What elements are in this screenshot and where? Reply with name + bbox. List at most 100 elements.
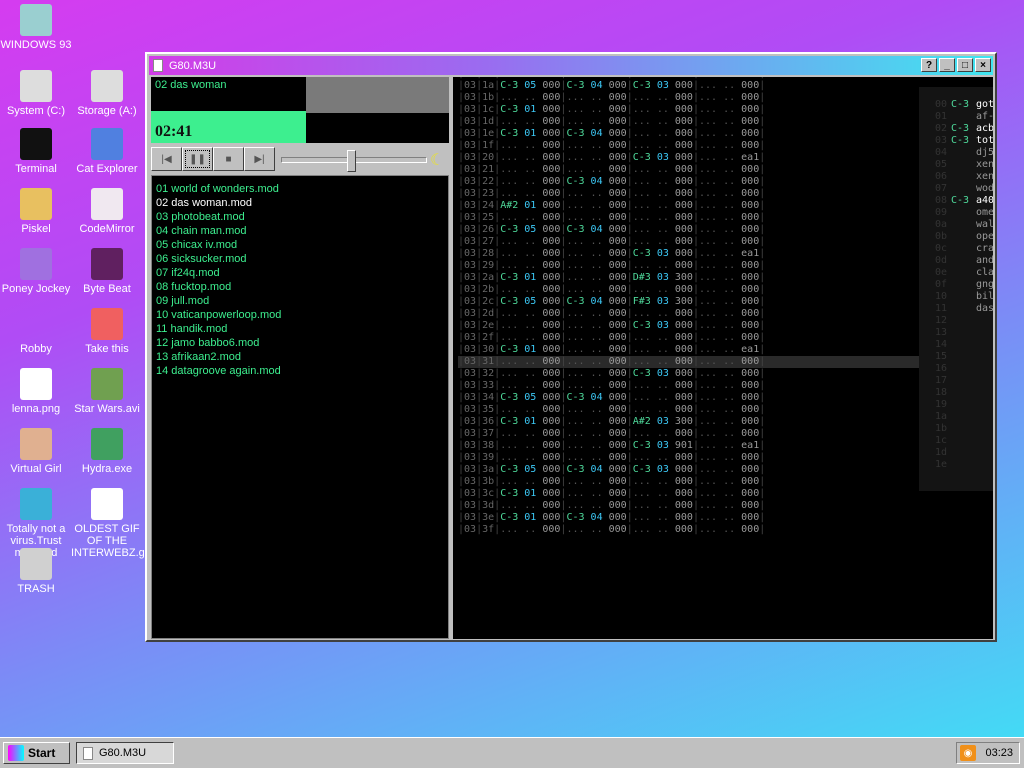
pattern-row[interactable]: |03|39|... .. 000|... .. 000|... .. 000|… — [458, 452, 766, 463]
desktop-icon[interactable]: Cat Explorer — [71, 128, 143, 175]
pattern-row[interactable]: |03|3b|... .. 000|... .. 000|... .. 000|… — [458, 476, 766, 487]
desktop-icon[interactable]: Robby — [0, 308, 72, 355]
instrument-row[interactable]: 00C-3goto80 windows93 2017. — [919, 99, 993, 111]
previous-button[interactable]: |◀ — [151, 147, 182, 171]
pattern-row[interactable]: |03|21|... .. 000|... .. 000|... .. 000|… — [458, 164, 766, 175]
waveform-display[interactable]: 02 das woman 02:41 — [151, 77, 449, 143]
maximize-button[interactable]: □ — [957, 58, 973, 72]
instrument-row[interactable]: 1d. — [919, 447, 993, 459]
start-button[interactable]: Start — [3, 742, 70, 764]
pattern-row[interactable]: |03|32|... .. 000|... .. 000|C-3 03 000|… — [458, 368, 766, 379]
pattern-row[interactable]: |03|24|A#2 01 000|... .. 000|... .. 000|… — [458, 200, 766, 211]
desktop-icon[interactable]: lenna.png — [0, 368, 72, 415]
taskbar-task-g80[interactable]: G80.M3U — [76, 742, 174, 764]
playlist-item[interactable]: 13 afrikaan2.mod — [156, 351, 241, 363]
desktop-icon[interactable]: Byte Beat — [71, 248, 143, 295]
playlist-item[interactable]: 12 jamo babbo6.mod — [156, 337, 260, 349]
playlist-item[interactable]: 10 vaticanpowerloop.mod — [156, 309, 282, 321]
instrument-row[interactable]: 18. — [919, 387, 993, 399]
pattern-row[interactable]: |03|19|... .. 000|... .. 000|... .. 000|… — [458, 77, 993, 80]
pattern-row[interactable]: |03|3e|C-3 01 000|C-3 04 000|... .. 000|… — [458, 512, 766, 523]
pattern-row[interactable]: |03|3a|C-3 05 000|C-3 04 000|C-3 03 000|… — [458, 464, 766, 475]
pattern-row[interactable]: |03|2d|... .. 000|... .. 000|... .. 000|… — [458, 308, 766, 319]
instrument-row[interactable]: 1c. — [919, 435, 993, 447]
playlist-item[interactable]: 09 jull.mod — [156, 295, 210, 307]
pattern-row[interactable]: |03|23|... .. 000|... .. 000|... .. 000|… — [458, 188, 766, 199]
instrument-row[interactable]: 16. — [919, 363, 993, 375]
desktop-icon[interactable]: System (C:) — [0, 70, 72, 117]
pattern-row[interactable]: |03|2b|... .. 000|... .. 000|... .. 000|… — [458, 284, 766, 295]
instrument-row[interactable]: 0ccrash. — [919, 243, 993, 255]
pattern-row[interactable]: |03|25|... .. 000|... .. 000|... .. 000|… — [458, 212, 766, 223]
pattern-row[interactable]: |03|33|... .. 000|... .. 000|... .. 000|… — [458, 380, 766, 391]
instrument-row[interactable]: 12. — [919, 315, 993, 327]
playlist-item[interactable]: 01 world of wonders.mod — [156, 183, 279, 195]
pattern-row[interactable]: |03|30|C-3 01 000|... .. 000|... .. 000|… — [458, 344, 766, 355]
desktop-icon[interactable]: TRASH — [0, 548, 72, 595]
instrument-row[interactable]: 0eclap.animate. — [919, 267, 993, 279]
playlist-item[interactable]: 02 das woman.mod — [156, 197, 252, 209]
pattern-row[interactable]: |03|1b|... .. 000|... .. 000|... .. 000|… — [458, 92, 766, 103]
instrument-row[interactable]: 17. — [919, 375, 993, 387]
desktop-icon[interactable]: Take this — [71, 308, 143, 355]
desktop-icon[interactable]: Virtual Girl — [0, 428, 72, 475]
instrument-row[interactable]: 10bill.hihat. — [919, 291, 993, 303]
playlist-item[interactable]: 08 fucktop.mod — [156, 281, 232, 293]
pattern-row[interactable]: |03|1a|C-3 05 000|C-3 04 000|C-3 03 000|… — [458, 80, 766, 91]
pattern-row[interactable]: |03|29|... .. 000|... .. 000|... .. 000|… — [458, 260, 766, 271]
desktop-icon[interactable]: OLDEST GIF OF THE INTERWEBZ.gif — [71, 488, 150, 559]
pattern-row[interactable]: |03|3d|... .. 000|... .. 000|... .. 000|… — [458, 500, 766, 511]
pattern-editor[interactable]: |03|19|... .. 000|... .. 000|... .. 000|… — [453, 77, 993, 639]
pause-button[interactable]: ❚❚ — [182, 147, 213, 171]
next-button[interactable]: ▶| — [244, 147, 275, 171]
minimize-button[interactable]: _ — [939, 58, 955, 72]
rss-icon[interactable]: ◉ — [960, 745, 976, 761]
instrument-row[interactable]: 1a. — [919, 411, 993, 423]
pattern-row[interactable]: |03|37|... .. 000|... .. 000|... .. 000|… — [458, 428, 766, 439]
playlist-item[interactable]: 06 sicksucker.mod — [156, 253, 247, 265]
pattern-row[interactable]: |03|35|... .. 000|... .. 000|... .. 000|… — [458, 404, 766, 415]
desktop-icon[interactable]: Star Wars.avi — [71, 368, 143, 415]
desktop-icon[interactable]: Piskel — [0, 188, 72, 235]
pattern-row[interactable]: |03|31|... .. 000|... .. 000|... .. 000|… — [458, 356, 993, 368]
pattern-row[interactable]: |03|2f|... .. 000|... .. 000|... .. 000|… — [458, 332, 766, 343]
title-bar[interactable]: G80.M3U ? _ □ × — [149, 56, 993, 75]
pattern-row[interactable]: |03|1e|C-3 01 000|C-3 04 000|... .. 000|… — [458, 128, 766, 139]
playlist-item[interactable]: 03 photobeat.mod — [156, 211, 245, 223]
pattern-row[interactable]: |03|27|... .. 000|... .. 000|... .. 000|… — [458, 236, 766, 247]
desktop-icon[interactable]: WINDOWS 93 — [0, 4, 72, 51]
instrument-row[interactable]: 03C-3totalrecall-tomtom. — [919, 135, 993, 147]
desktop-icon[interactable]: Poney Jockey — [0, 248, 72, 295]
playlist-item[interactable]: 05 chicax iv.mod — [156, 239, 238, 251]
pattern-row[interactable]: |03|38|... .. 000|... .. 000|C-3 03 901|… — [458, 440, 766, 451]
stop-button[interactable]: ■ — [213, 147, 244, 171]
pattern-row[interactable]: |03|28|... .. 000|... .. 000|C-3 03 000|… — [458, 248, 766, 259]
volume-slider-thumb[interactable] — [347, 150, 357, 172]
pattern-row[interactable]: |03|2a|C-3 01 000|... .. 000|D#3 03 300|… — [458, 272, 766, 283]
playlist-item[interactable]: 07 if24q.mod — [156, 267, 220, 279]
desktop-icon[interactable]: CodeMirror — [71, 188, 143, 235]
instrument-row[interactable]: 1b. — [919, 423, 993, 435]
pattern-row[interactable]: |03|1f|... .. 000|... .. 000|... .. 000|… — [458, 140, 766, 151]
help-button[interactable]: ? — [921, 58, 937, 72]
playlist-item[interactable]: 14 datagroove again.mod — [156, 365, 281, 377]
pattern-row[interactable]: |03|3c|C-3 01 000|... .. 000|... .. 000|… — [458, 488, 766, 499]
pattern-row[interactable]: |03|22|... .. 000|C-3 04 000|... .. 000|… — [458, 176, 766, 187]
desktop-icon[interactable]: Terminal — [0, 128, 72, 175]
instrument-row[interactable]: 0awalkhihat. — [919, 219, 993, 231]
instrument-row[interactable]: 14. — [919, 339, 993, 351]
instrument-row[interactable]: 09omen.das. — [919, 207, 993, 219]
instrument-row[interactable]: 02C-3acbass. — [919, 123, 993, 135]
instrument-row[interactable]: 0bopen_hihat. — [919, 231, 993, 243]
volume-slider[interactable] — [281, 150, 427, 172]
playlist-item[interactable]: 04 chain man.mod — [156, 225, 247, 237]
desktop-icon[interactable]: Hydra.exe — [71, 428, 143, 475]
close-button[interactable]: × — [975, 58, 991, 72]
pattern-row[interactable]: |03|1c|C-3 01 000|... .. 000|... .. 000|… — [458, 104, 766, 115]
